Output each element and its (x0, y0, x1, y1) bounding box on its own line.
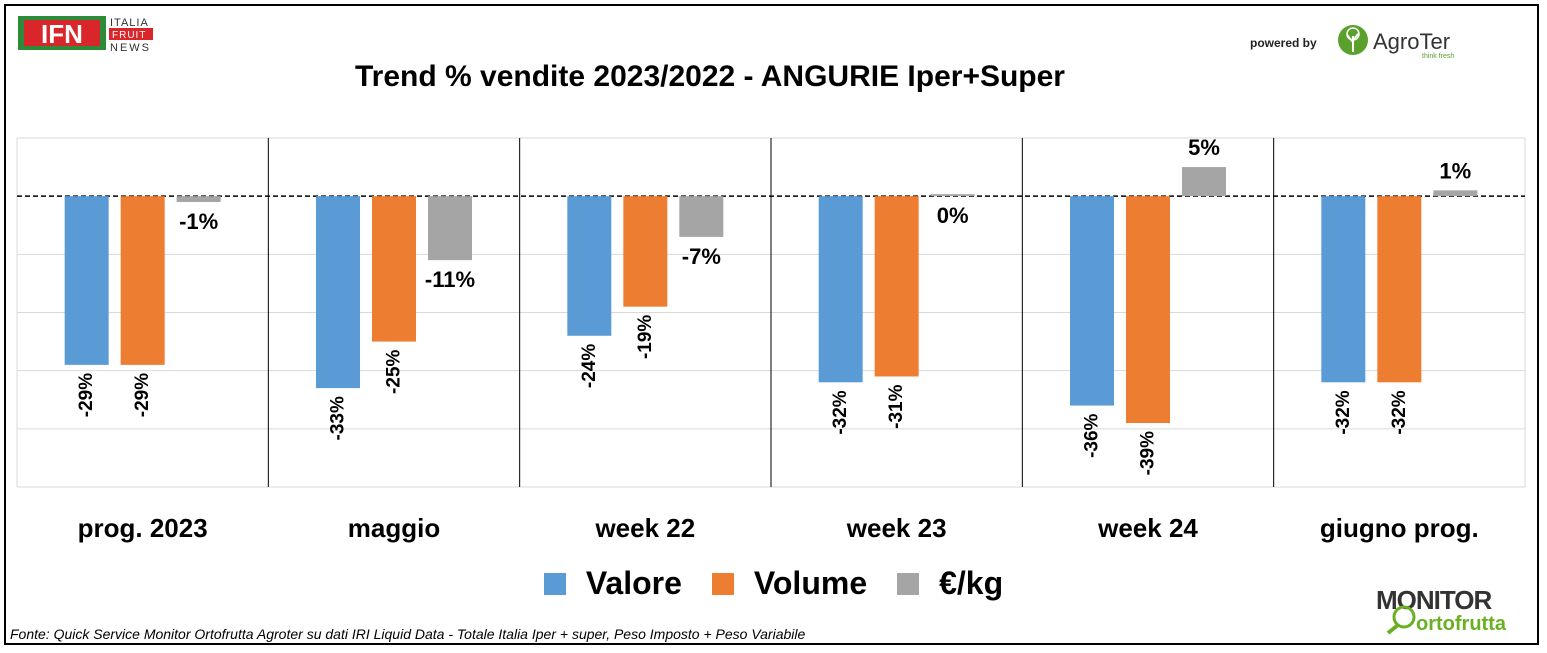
monitor-ortofrutta-logo: MONITOR ortofrutta (1374, 585, 1534, 640)
category-label: week 24 (1097, 513, 1198, 543)
bar-kg (1433, 190, 1478, 197)
legend-item-eurokg: €/kg (897, 565, 1003, 602)
data-label: -19% (635, 315, 656, 359)
legend-label-eurokg: €/kg (939, 565, 1004, 601)
data-label: -25% (384, 349, 405, 393)
category-label: prog. 2023 (78, 513, 208, 543)
legend-swatch-eurokg (897, 572, 920, 595)
bar-kg (428, 196, 472, 261)
ifn-logo-line3: NEWS (110, 42, 151, 54)
ifn-logo: IFN ITALIA FRUIT NEWS (18, 14, 168, 59)
agroter-logo: AgroTer think fresh (1336, 22, 1466, 67)
bar-kg (176, 196, 221, 202)
data-label: 0% (937, 203, 969, 228)
data-label: -29% (132, 373, 153, 417)
data-label: -1% (179, 209, 218, 234)
data-label: -32% (1389, 390, 1410, 434)
data-label: -29% (76, 373, 97, 417)
bar-valore (1070, 196, 1114, 406)
bar-volume (1126, 196, 1170, 424)
category-label: giugno prog. (1320, 513, 1479, 543)
bar-valore (64, 196, 109, 365)
data-label: -32% (830, 390, 851, 434)
chart-frame (4, 4, 1539, 645)
category-label: week 22 (594, 513, 695, 543)
bar-volume (874, 196, 919, 377)
legend-swatch-volume (711, 572, 734, 595)
data-label: -36% (1082, 413, 1103, 457)
legend-label-volume: Volume (753, 565, 868, 601)
data-label: -33% (328, 396, 349, 440)
monitor-logo-line2: ortofrutta (1416, 613, 1507, 635)
data-label: -32% (1333, 390, 1354, 434)
data-label: -24% (579, 344, 600, 388)
bar-volume (120, 196, 165, 365)
monitor-logo-line1: MONITOR (1376, 585, 1493, 615)
agroter-logo-name: AgroTer (1373, 29, 1450, 54)
source-note: Fonte: Quick Service Monitor Ortofrutta … (10, 626, 806, 642)
data-label: -7% (682, 244, 721, 269)
bar-chart: -29% -29% -1% prog. 2023 -33% -25% -11% maggio -… (16, 135, 1526, 543)
category-label: week 23 (846, 513, 947, 543)
bar-volume (623, 196, 668, 307)
agroter-logo-tagline: think fresh (1422, 53, 1454, 60)
data-label: -11% (425, 267, 475, 292)
chart-legend: Valore Volume €/kg (0, 565, 1547, 602)
data-label: -39% (1138, 431, 1159, 475)
category-label: maggio (348, 513, 440, 543)
bar-valore (818, 196, 863, 383)
ifn-logo-line2: FRUIT (112, 30, 146, 41)
legend-item-valore: Valore (543, 565, 682, 602)
bar-kg (679, 196, 724, 237)
bar-valore (567, 196, 612, 336)
chart-title: Trend % vendite 2023/2022 - ANGURIE Iper… (355, 60, 1065, 93)
data-label: -31% (886, 384, 907, 428)
bar-valore (316, 196, 360, 389)
legend-item-volume: Volume (711, 565, 868, 602)
bar-kg (1182, 167, 1226, 197)
data-label: 1% (1439, 158, 1471, 183)
bar-valore (1321, 196, 1366, 383)
legend-swatch-valore (543, 572, 566, 595)
bar-kg (930, 194, 975, 197)
powered-by-label: powered by (1250, 36, 1317, 50)
bar-volume (372, 196, 416, 342)
legend-label-valore: Valore (585, 565, 682, 601)
data-label: 5% (1188, 135, 1220, 160)
ifn-logo-abbr: IFN (41, 19, 83, 49)
bar-volume (1377, 196, 1422, 383)
ifn-logo-line1: ITALIA (110, 17, 149, 29)
